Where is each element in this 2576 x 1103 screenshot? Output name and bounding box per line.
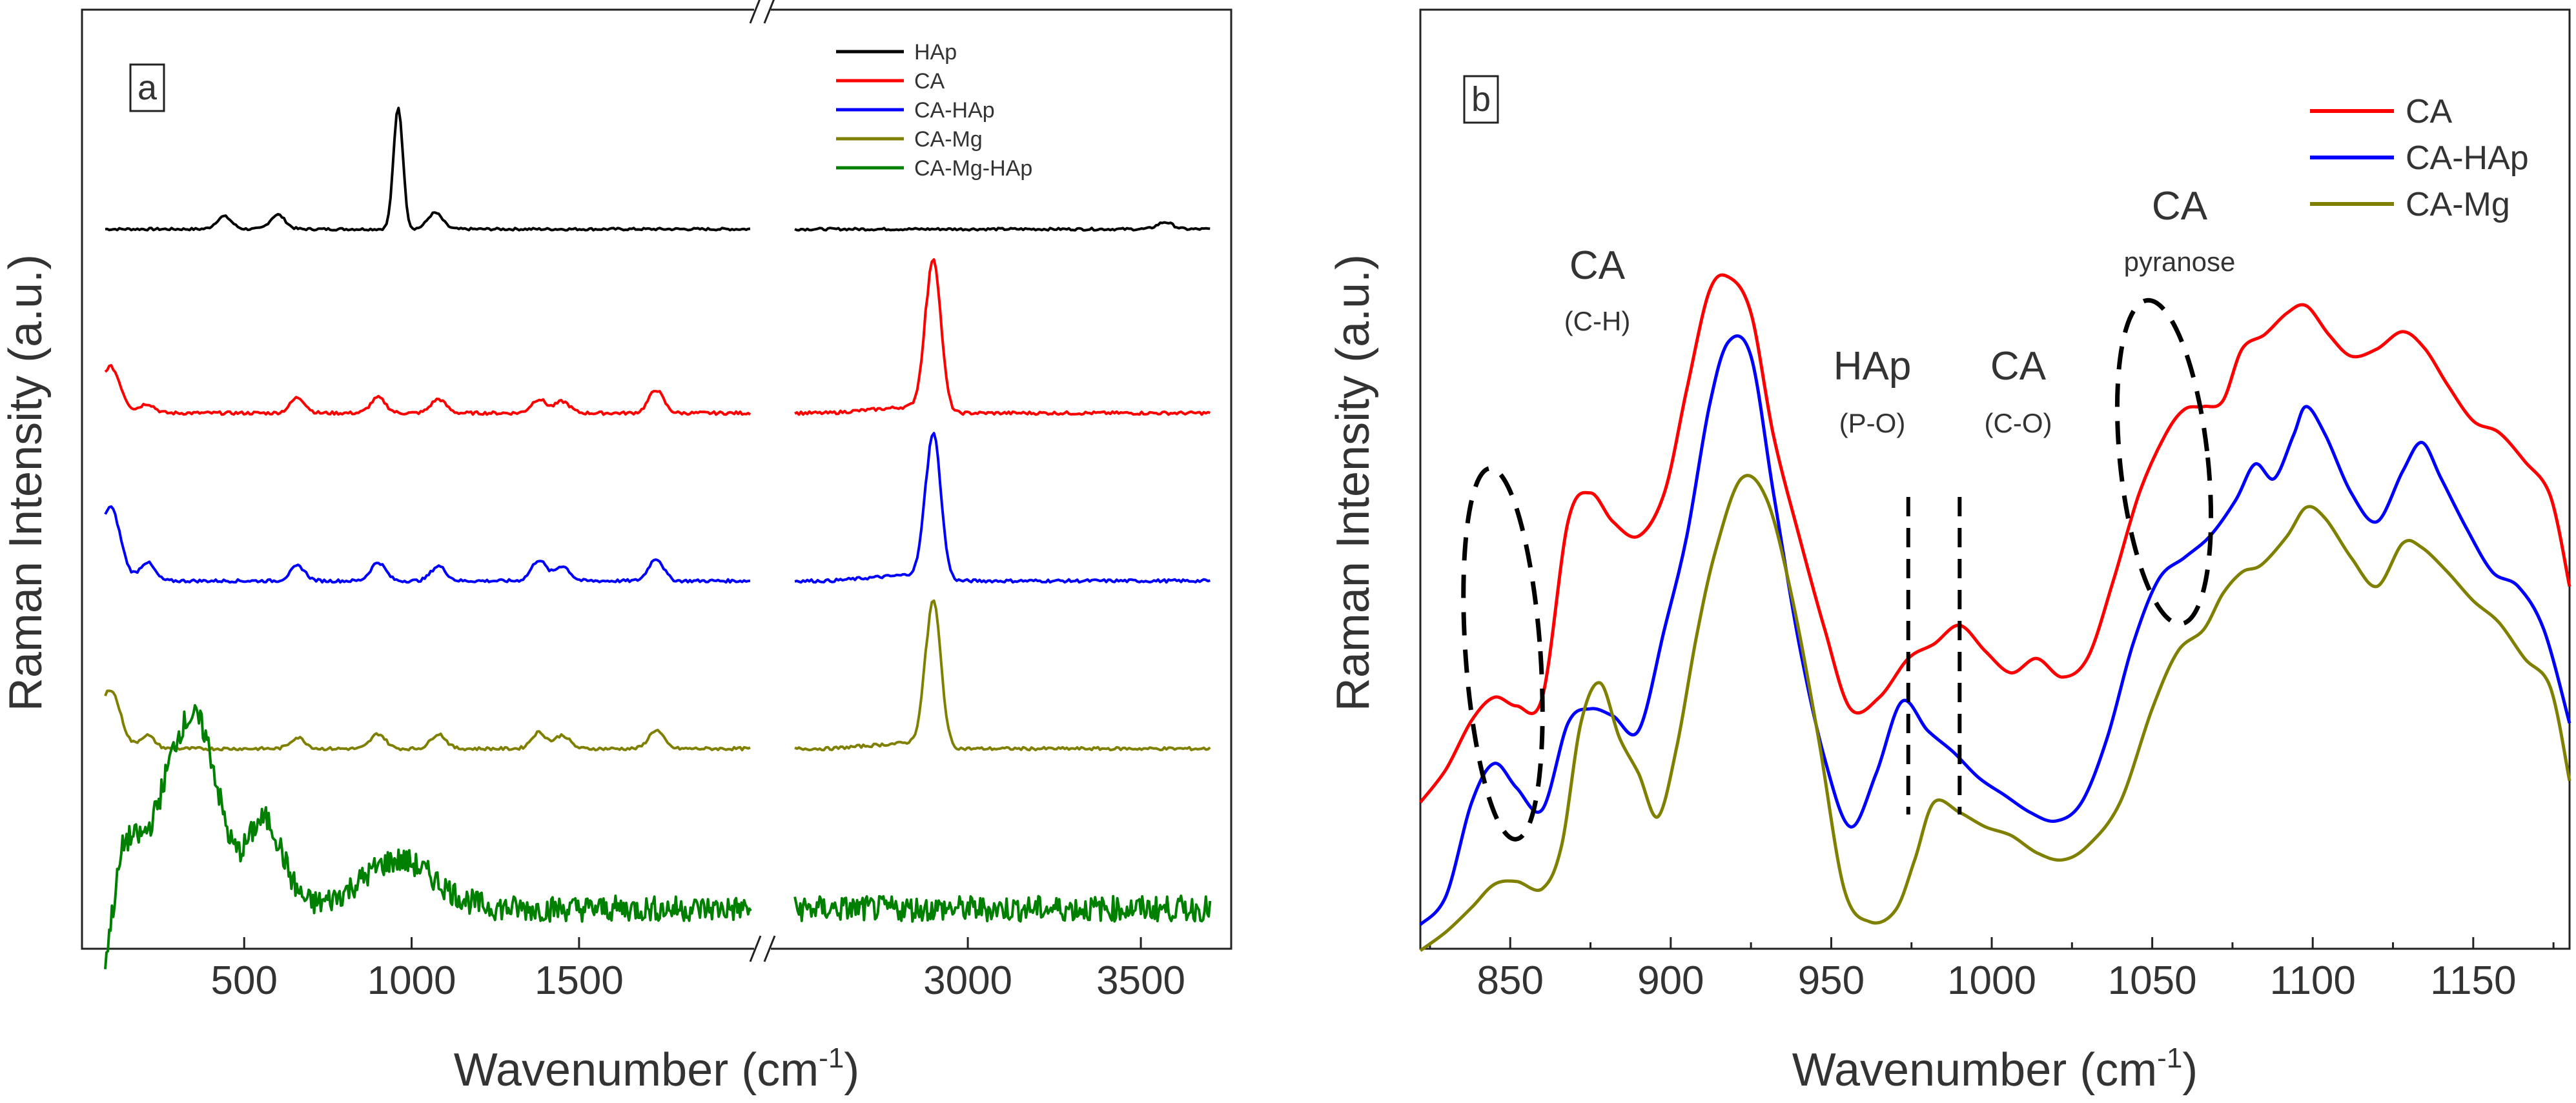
panel-b-frame (1419, 8, 2571, 950)
annotation-ellipse-ch (1461, 466, 1545, 842)
panel-b-annotations: CA (C-H) HAp (P-O) CA (C-O) CA pyranose (1461, 184, 2236, 842)
panel-b-legend: CA CA-HAp CA-Mg (2310, 93, 2529, 223)
panel-a-tag-box (129, 63, 165, 112)
series-line-hap-right (794, 221, 1211, 232)
axis-break-mark (763, 935, 776, 962)
panel-b-x-axis-title-main: Wavenumber (cm (1792, 1044, 2157, 1096)
axis-break-mark (763, 0, 775, 24)
x-tick-label: 500 (210, 958, 277, 1003)
annotation-co-label: CA (1990, 344, 2047, 389)
x-tick-label: 3500 (1096, 958, 1185, 1003)
panel-a-x-axis-title-sup: -1 (819, 1042, 844, 1074)
series-line-ca-mg-left (104, 689, 751, 752)
panel-b: 850 900 950 1000 1050 1100 1150 CA (C-H) HAp (… (1327, 8, 2571, 1096)
legend-label-ca-hap: CA-HAp (914, 98, 995, 123)
panel-a-x-axis-title-main: Wavenumber (cm (454, 1044, 819, 1096)
legend-label-ca-mg-hap: CA-Mg-HAp (914, 156, 1032, 181)
series-line-ca-hap (1419, 334, 2571, 926)
annotation-pyranose-label: CA (2152, 184, 2208, 228)
x-tick-label: 1500 (535, 958, 624, 1003)
panel-b-x-ticks: 850 900 950 1000 1050 1100 1150 (1429, 937, 2555, 1003)
series-line-ca-hap-right (794, 432, 1211, 584)
annotation-po-sub: (P-O) (1839, 408, 1906, 438)
annotation-ch-label: CA (1569, 243, 1626, 288)
series-line-hap-left (105, 106, 751, 232)
x-tick-label: 950 (1798, 958, 1865, 1003)
series-line-ca-mg-hap-left (104, 703, 752, 969)
annotation-po-label: HAp (1834, 344, 1912, 389)
x-tick-label: 1100 (2270, 958, 2356, 1003)
panel-a-tag: a (138, 68, 158, 107)
panel-a-x-axis-title-end: ) (844, 1044, 859, 1096)
series-line-ca-mg-hap-right (793, 895, 1212, 923)
panel-a-series (104, 106, 1212, 969)
panel-a-legend: HAp CA CA-HAp CA-Mg CA-Mg-HAp (836, 40, 1032, 181)
series-line-ca-right (794, 258, 1211, 416)
legend-label-ca-mg: CA-Mg (2406, 186, 2510, 223)
panel-a-y-axis-title: Raman Intensity (a.u.) (0, 254, 52, 711)
panel-b-tag-box (1463, 75, 1499, 124)
axis-break-mark (749, 935, 762, 962)
legend-label-ca-hap: CA-HAp (2406, 139, 2529, 177)
annotation-ch-sub: (C-H) (1564, 306, 1631, 336)
panel-b-series (1419, 273, 2571, 952)
panel-b-x-axis-title: Wavenumber (cm-1) (1792, 1042, 2198, 1096)
x-tick-label: 3000 (923, 958, 1012, 1003)
series-line-ca (1419, 273, 2571, 804)
series-line-ca-mg-right (794, 599, 1211, 752)
panel-b-x-axis-title-end: ) (2182, 1044, 2198, 1096)
annotation-ellipse-pyranose (2114, 298, 2214, 627)
x-tick-label: 900 (1637, 958, 1704, 1003)
annotation-pyranose-sub: pyranose (2124, 247, 2236, 277)
x-tick-label: 1050 (2108, 958, 2197, 1003)
axis-break-mark (749, 0, 761, 24)
annotation-co-sub: (C-O) (1985, 408, 2052, 438)
panel-b-tag: b (1471, 80, 1491, 119)
series-line-ca-left (104, 364, 751, 416)
x-tick-label: 1000 (367, 958, 456, 1003)
panel-b-x-axis-title-sup: -1 (2157, 1042, 2182, 1074)
panel-a-frame (81, 8, 1232, 950)
x-tick-label: 1000 (1947, 958, 2036, 1003)
legend-label-ca: CA (914, 69, 945, 94)
legend-label-ca: CA (2406, 93, 2453, 130)
series-line-ca-mg (1419, 474, 2571, 952)
panel-a-x-ticks: 500 1000 1500 3000 3500 (210, 937, 1185, 1003)
legend-label-ca-mg: CA-Mg (914, 127, 983, 152)
x-tick-label: 850 (1477, 958, 1543, 1003)
panel-b-y-axis-title: Raman Intensity (a.u.) (1327, 254, 1379, 711)
x-tick-label: 1150 (2430, 958, 2516, 1003)
legend-label-hap: HAp (914, 40, 957, 65)
series-line-ca-hap-left (104, 505, 751, 584)
panel-a-x-axis-title: Wavenumber (cm-1) (454, 1042, 860, 1096)
panel-a: 500 1000 1500 3000 3500 a HAp CA CA-HAp CA-Mg CA… (0, 0, 1232, 1096)
